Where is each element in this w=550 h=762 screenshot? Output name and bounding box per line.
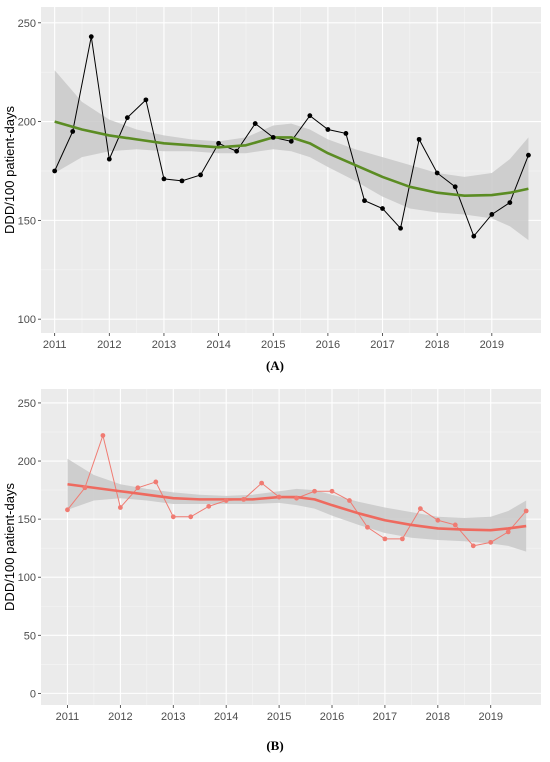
y-tick-label: 200 [18,456,36,468]
data-point [101,433,106,438]
data-point [526,153,531,158]
y-tick-label: 100 [18,572,36,584]
data-point [171,514,176,519]
data-point [383,536,388,541]
data-point [398,226,403,231]
x-tick-label: 2017 [373,711,397,723]
x-tick-label: 2011 [43,339,67,351]
data-point [365,525,370,530]
x-tick-label: 2012 [108,711,132,723]
data-point [206,504,211,509]
data-point [180,178,185,183]
x-tick-label: 2014 [206,339,230,351]
data-point [307,113,312,118]
y-tick-label: 250 [18,18,36,30]
data-point [271,135,276,140]
y-axis-label: DDD/100 patient-days [2,483,17,611]
data-point [435,518,440,523]
data-point [253,121,258,126]
data-point [471,543,476,548]
data-point [144,97,149,102]
y-tick-label: 200 [18,117,36,129]
x-tick-label: 2018 [426,711,450,723]
y-tick-label: 250 [18,398,36,410]
x-tick-label: 2016 [320,711,344,723]
data-point [417,137,422,142]
data-point [347,498,352,503]
data-point [125,115,130,120]
data-point [259,481,264,486]
x-tick-label: 2019 [480,339,504,351]
x-tick-label: 2013 [161,711,185,723]
data-point [488,540,493,545]
data-point [362,198,367,203]
data-point [506,529,511,534]
data-point [153,480,158,485]
data-point [277,495,282,500]
data-point [162,176,167,181]
data-point [198,173,203,178]
chart-panel-b: 0 50 100 150 200 250 2011 2012 2013 2014 2015 2016 2… [0,380,550,762]
data-point [65,507,70,512]
data-point [344,131,349,136]
data-point [107,157,112,162]
data-point [294,496,299,501]
x-tick-label: 2015 [261,339,285,351]
data-point [330,489,335,494]
x-tick-label: 2019 [478,711,502,723]
chart-panel-a: 100 150 200 250 2011 2012 2013 2014 2015 2016 2017… [0,0,550,380]
data-point [89,34,94,39]
data-point [289,139,294,144]
data-point [135,485,140,490]
data-point [489,212,494,217]
data-point [188,514,193,519]
plot-panel-b [41,389,541,705]
data-point [234,149,239,154]
x-tick-label: 2015 [267,711,291,723]
x-tick-label: 2013 [152,339,176,351]
data-point [83,485,88,490]
plot-panel-a [41,7,541,333]
panel-label-a: (A) [266,358,284,373]
data-point [70,129,75,134]
data-point [507,200,512,205]
x-tick-label: 2012 [97,339,121,351]
data-point [52,169,57,174]
x-tick-label: 2018 [425,339,449,351]
data-point [241,497,246,502]
data-point [453,184,458,189]
data-point [380,206,385,211]
x-tick-label: 2011 [56,711,80,723]
y-tick-label: 100 [18,314,36,326]
data-point [453,523,458,528]
y-tick-label: 150 [18,514,36,526]
y-axis-label: DDD/100 patient-days [2,106,17,234]
y-tick-label: 50 [24,630,36,642]
panel-label-b: (B) [266,738,283,753]
data-point [524,509,529,514]
data-point [471,234,476,239]
data-point [312,489,317,494]
y-tick-label: 150 [18,215,36,227]
data-point [118,505,123,510]
data-point [216,141,221,146]
y-tick-label: 0 [30,688,36,700]
data-point [224,498,229,503]
data-point [418,506,423,511]
x-tick-label: 2017 [370,339,394,351]
data-point [400,536,405,541]
x-tick-label: 2014 [214,711,238,723]
data-point [435,171,440,176]
data-point [325,127,330,132]
x-tick-label: 2016 [316,339,340,351]
